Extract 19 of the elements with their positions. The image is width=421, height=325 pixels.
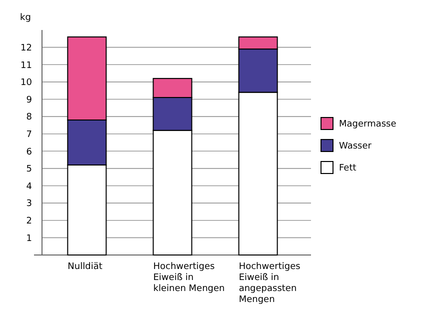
y-tick-label: 11: [20, 60, 32, 71]
y-tick-label: 7: [26, 130, 32, 140]
x-tick-label: Hochwertiges Eiweiß in kleinen Mengen: [153, 262, 225, 294]
y-tick-label: 10: [20, 78, 32, 88]
y-tick-label: 4: [26, 182, 32, 192]
y-axis-title: kg: [20, 13, 31, 23]
y-tick-label: 9: [26, 95, 32, 106]
y-tick-label: 6: [26, 147, 32, 158]
x-tick-label: Nulldiät: [68, 262, 103, 272]
y-tick-label: 5: [26, 164, 32, 175]
y-tick-label: 1: [26, 234, 32, 244]
x-tick-label: Hochwertiges Eiweiß in angepassten Mengen: [238, 262, 301, 305]
y-tick-label: 8: [26, 112, 32, 123]
legend-label: Fett: [339, 164, 357, 174]
legend-label: Magermasse: [339, 120, 397, 130]
y-tick-label: 2: [26, 216, 32, 227]
y-tick-label: 3: [26, 199, 32, 210]
legend-label: Wasser: [339, 142, 372, 152]
y-tick-label: 12: [20, 43, 32, 54]
